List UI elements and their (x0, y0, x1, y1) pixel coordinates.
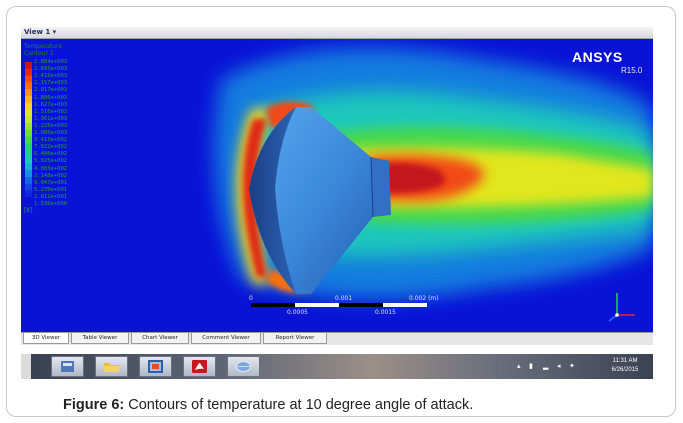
windows-taskbar: ▴ ▮ ▂ ◂ ✦ 11:31 AM 6/26/2015 (31, 354, 653, 379)
legend-swatch (25, 122, 32, 131)
figure-frame (6, 6, 676, 417)
scale-label-4: 0.0015 (375, 309, 396, 316)
legend-value: 1.361e+003 (34, 115, 68, 122)
legend-value: 1.225e+003 (34, 122, 68, 129)
tab-comment-viewer[interactable]: Comment Viewer (191, 333, 261, 344)
legend-value: 2.812e+001 (34, 193, 68, 200)
scale-segment (295, 303, 339, 307)
figure-caption-text: Contours of temperature at 10 degree ang… (124, 397, 474, 413)
tab-chart-viewer[interactable]: Chart Viewer (131, 333, 189, 344)
legend-value: 4.003e+002 (34, 165, 68, 172)
scale-label-1: 0.001 (335, 295, 353, 302)
3d-viewport[interactable]: Temperature Contour 1 2.804e+003 2.695e+0… (21, 39, 653, 332)
legend-swatch (25, 156, 32, 164)
legend-swatch (25, 109, 32, 117)
cfd-post-icon (148, 360, 163, 373)
legend-value: 7.822e+002 (34, 144, 68, 151)
windows-explorer-icon (61, 361, 74, 372)
clock-time[interactable]: 11:31 AM (612, 358, 638, 364)
legend-swatch (25, 68, 32, 76)
figure-caption-label: Figure 6: (63, 397, 125, 413)
show-hidden-icons-icon[interactable]: ▴ (517, 363, 521, 370)
ansys-logo: ANSYS (572, 49, 623, 65)
viewer-tabs: 3D Viewer Table Viewer Chart Viewer Comm… (21, 332, 653, 345)
legend-value: 2.416e+003 (34, 73, 68, 80)
scale-label-2: 0.002 (m) (409, 295, 439, 302)
legend-value: 9.047e+001 (34, 179, 68, 186)
legend-swatch (25, 197, 32, 204)
legend-value: 1.806e+003 (34, 94, 68, 101)
legend-value: 2.157e+003 (34, 80, 68, 87)
legend-swatch (25, 136, 32, 144)
spacer (21, 345, 653, 354)
legend-swatch (25, 89, 32, 97)
taskbar-button-folder[interactable] (95, 356, 128, 377)
ansys-version: R15.0 (621, 66, 643, 75)
scale-segment (251, 303, 295, 307)
scale-segment (383, 303, 427, 307)
legend-unit: [K] (24, 207, 33, 214)
legend-swatch (25, 170, 32, 178)
legend-swatch (25, 82, 32, 90)
scale-segment (339, 303, 383, 307)
legend-swatch (25, 163, 32, 171)
globe-icon (236, 361, 251, 372)
legend-value: 2.148e+002 (34, 172, 68, 179)
legend-value: 9.415e+002 (34, 137, 68, 144)
legend-value: 5.270e+001 (34, 186, 68, 193)
legend-swatch (25, 129, 32, 137)
taskbar-button-browser[interactable] (227, 356, 260, 377)
legend-value: 6.400e+002 (34, 151, 68, 158)
viewport-toolbar: View 1 ▾ (21, 27, 653, 39)
legend-swatch (25, 183, 32, 191)
legend-title: Temperature (24, 43, 63, 50)
language-icon[interactable]: ✦ (569, 363, 575, 370)
legend-swatch (25, 95, 32, 103)
tab-3d-viewer[interactable]: 3D Viewer (23, 333, 69, 344)
folder-icon (104, 363, 119, 372)
legend-swatch (25, 116, 32, 124)
legend-value: 1.536e+000 (34, 201, 68, 207)
legend-swatch (25, 62, 32, 70)
tab-report-viewer[interactable]: Report Viewer (263, 333, 327, 344)
legend-swatch (25, 176, 32, 185)
legend-value: 2.695e+003 (34, 66, 68, 73)
legend-value: 5.025e+002 (34, 158, 68, 165)
legend-subtitle: Contour 1 (24, 50, 54, 57)
legend-value: 1.627e+003 (34, 101, 68, 108)
app-screenshot: View 1 ▾ (21, 27, 653, 379)
volume-icon[interactable]: ◂ (557, 363, 561, 370)
scale-label-3: 0.0005 (287, 309, 308, 316)
network-icon[interactable]: ▂ (543, 363, 549, 370)
clock-date[interactable]: 6/26/2015 (611, 367, 639, 373)
legend-value: 2.804e+003 (34, 59, 68, 65)
taskbar-button-cfd-post[interactable] (139, 356, 172, 377)
legend-swatch (25, 190, 32, 198)
legend-value: 1.080e+003 (34, 130, 68, 136)
legend-swatch (25, 102, 32, 110)
view-selector-dropdown[interactable]: View 1 ▾ (24, 28, 57, 36)
legend-color-bar (25, 62, 32, 204)
legend-value: 1.510e+003 (34, 108, 68, 115)
temperature-contour-field (21, 39, 653, 332)
action-center-icon[interactable]: ▮ (529, 363, 533, 370)
legend-value: 2.017e+003 (34, 87, 68, 94)
taskbar-button-acrobat[interactable] (183, 356, 216, 377)
tab-table-viewer[interactable]: Table Viewer (71, 333, 129, 344)
legend-swatch (25, 143, 32, 151)
scale-bar: 0 0.001 0.002 (m) 0.0005 0.0015 (249, 295, 439, 325)
legend-swatch (25, 149, 32, 158)
scale-label-0: 0 (249, 295, 253, 302)
legend-swatch (25, 75, 32, 83)
figure-caption: Figure 6: Contours of temperature at 10 … (63, 397, 473, 413)
axis-triad-icon[interactable] (597, 285, 637, 325)
taskbar-button-explorer[interactable] (51, 356, 84, 377)
acrobat-icon (192, 360, 207, 373)
